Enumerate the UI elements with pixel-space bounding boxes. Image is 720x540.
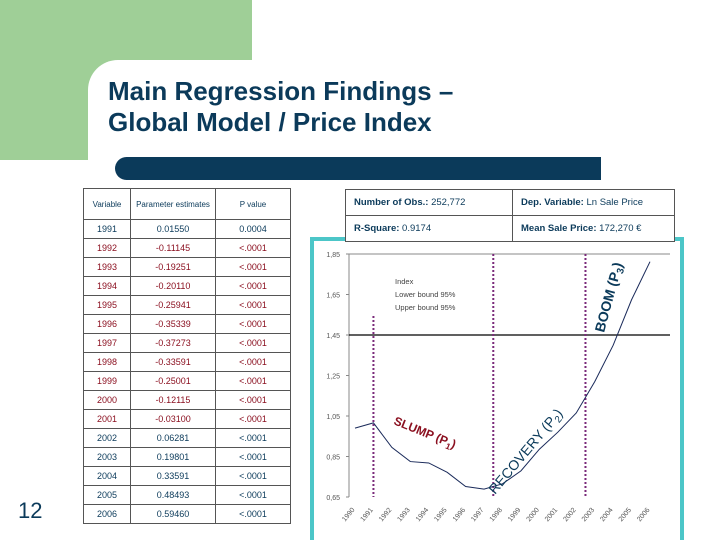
model-info-table: Number of Obs.: 252,772 Dep. Variable: L… xyxy=(345,189,675,242)
x-tick-label: 2004 xyxy=(599,507,614,524)
x-tick-label: 2005 xyxy=(618,507,633,524)
dep-label: Dep. Variable: xyxy=(521,197,584,208)
mean-label: Mean Sale Price: xyxy=(521,223,597,234)
table-row: 2005 0.48493 <.0001 xyxy=(83,485,291,505)
title-divider-bar xyxy=(115,157,601,180)
dep-cell: Dep. Variable: Ln Sale Price xyxy=(512,189,675,216)
x-tick-label: 1992 xyxy=(378,507,393,524)
x-tick-label: 1997 xyxy=(470,507,485,524)
x-tick-label: 1996 xyxy=(452,507,467,524)
obs-label: Number of Obs.: xyxy=(354,197,429,208)
table-row: 2002 0.06281 <.0001 xyxy=(83,428,291,448)
mean-value: 172,270 € xyxy=(599,223,642,234)
y-tick-label: 0,85 xyxy=(326,455,340,462)
annotation-paren: ) xyxy=(609,260,626,269)
r2-label: R-Square: xyxy=(354,223,400,234)
annotation-subscript: 3 xyxy=(615,267,627,276)
y-tick-label: 1,25 xyxy=(326,374,340,381)
x-tick-label: 1993 xyxy=(396,507,411,524)
x-tick-label: 2000 xyxy=(526,507,541,524)
x-tick-label: 2003 xyxy=(581,507,596,524)
y-tick-label: 0,65 xyxy=(326,495,340,502)
annotation-subscript: 2 xyxy=(553,414,565,425)
x-tick-label: 2002 xyxy=(562,507,577,524)
table-row: 1998 -0.33591 <.0001 xyxy=(83,352,291,372)
x-tick-label: 1990 xyxy=(341,507,356,524)
slide-title: Main Regression Findings – Global Model … xyxy=(108,76,453,138)
annotation-boom: BOOM (P3) xyxy=(591,260,628,334)
legend-entry: Index xyxy=(395,277,414,286)
annotation-text: SLUMP (P xyxy=(392,414,450,448)
obs-value: 252,772 xyxy=(431,197,466,208)
annotation-text: RECOVERY (P xyxy=(485,413,559,497)
legend-entry: Lower bound 95% xyxy=(395,290,456,299)
regression-table: Variable Parameter estimates P value 1991 0.… xyxy=(83,188,291,524)
page-number: 12 xyxy=(18,498,43,523)
r2-cell: R-Square: 0.9174 xyxy=(345,215,513,242)
table-row: 1991 0.01550 0.0004 xyxy=(83,219,291,239)
mean-cell: Mean Sale Price: 172,270 € xyxy=(512,215,675,242)
table-cell: <.0001 xyxy=(215,409,291,429)
y-tick-label: 1,05 xyxy=(326,414,340,421)
table-cell: <.0001 xyxy=(215,504,291,524)
table-row: 1993 -0.19251 <.0001 xyxy=(83,257,291,277)
annotation-subscript: 1 xyxy=(444,441,452,452)
annotation-paren: ) xyxy=(449,437,458,451)
y-tick-label: 1,65 xyxy=(326,293,340,300)
index-line xyxy=(354,261,651,490)
dep-value: Ln Sale Price xyxy=(586,197,643,208)
title-line-1: Main Regression Findings – xyxy=(108,76,454,106)
x-tick-label: 2006 xyxy=(636,507,651,524)
table-cell: 2006 xyxy=(83,504,131,524)
table-row: 2006 0.59460 <.0001 xyxy=(83,504,291,524)
x-tick-label: 1995 xyxy=(433,507,448,524)
annotation-text: BOOM (P xyxy=(591,270,622,334)
y-tick-label: 1,45 xyxy=(326,333,340,340)
x-tick-label: 1998 xyxy=(489,507,504,524)
title-line-2: Global Model / Price Index xyxy=(108,107,432,137)
table-row: 1999 -0.25001 <.0001 xyxy=(83,371,291,391)
y-tick-label: 1,85 xyxy=(326,252,340,259)
r2-value: 0.9174 xyxy=(402,223,432,234)
x-tick-label: 1994 xyxy=(415,507,430,524)
legend-entry: Upper bound 95% xyxy=(395,303,456,312)
table-row: 1996 -0.35339 <.0001 xyxy=(83,314,291,334)
x-tick-label: 2001 xyxy=(544,507,559,524)
table-row: 1995 -0.25941 <.0001 xyxy=(83,295,291,315)
x-tick-label: 1991 xyxy=(360,507,375,524)
x-tick-label: 1999 xyxy=(507,507,522,524)
column-header: P value xyxy=(215,188,291,220)
table-row: 2003 0.19801 <.0001 xyxy=(83,447,291,467)
table-row: 2000 -0.12115 <.0001 xyxy=(83,390,291,410)
annotation-slump: SLUMP (P1) xyxy=(391,414,458,453)
annotation-recovery: RECOVERY (P2) xyxy=(485,405,568,498)
